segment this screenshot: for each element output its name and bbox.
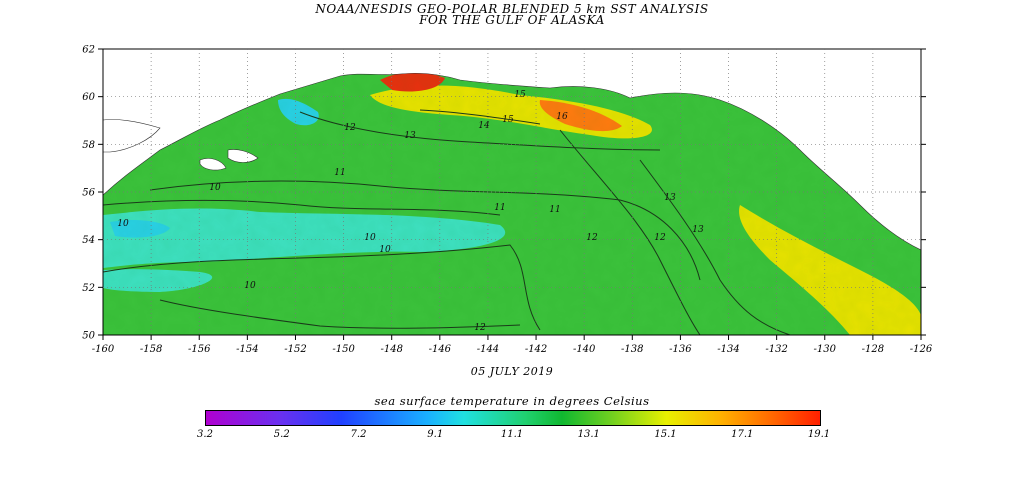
isotherm-contours — [103, 109, 791, 335]
lon-tick-label: -142 — [525, 344, 547, 355]
lon-tick-label: -138 — [621, 344, 643, 355]
map-subtitle: FOR THE GULF OF ALASKA — [419, 13, 605, 27]
lon-tick-label: -130 — [814, 344, 837, 355]
lon-tick-label: -132 — [765, 344, 787, 355]
contour-label: 10 — [364, 233, 376, 243]
colorbar-tick-label: 5.2 — [273, 429, 290, 440]
contour-label: 10 — [117, 219, 129, 229]
lat-tick-labels: 62 60 58 56 54 52 50 — [82, 45, 95, 342]
lon-tick-label: -144 — [477, 344, 499, 355]
contour-label: 10 — [209, 183, 221, 193]
contour-label: 12 — [654, 233, 666, 243]
lon-tick-label: -134 — [717, 344, 739, 355]
contour-label: 13 — [664, 193, 676, 203]
lat-tick-label: 56 — [82, 188, 95, 199]
contour-label: 13 — [692, 225, 704, 235]
contour-label: 10 — [244, 281, 256, 291]
colorbar-tick-label: 15.1 — [654, 429, 677, 440]
map-title: NOAA/NESDIS GEO-POLAR BLENDED 5 km SST A… — [315, 2, 709, 16]
lat-tick-label: 60 — [82, 92, 95, 103]
lon-tick-label: -152 — [284, 344, 306, 355]
colorbar-tick-label: 13.1 — [577, 429, 600, 440]
contour-label: 11 — [334, 168, 345, 178]
lon-tick-label: -156 — [188, 344, 211, 355]
contour-label: 12 — [586, 233, 598, 243]
lat-tick-label: 50 — [82, 331, 95, 342]
contour-label: 12 — [474, 323, 486, 333]
lon-tick-label: -140 — [573, 344, 596, 355]
colorbar-title: sea surface temperature in degrees Celsi… — [374, 394, 650, 408]
colorbar-tick-label: 19.1 — [807, 429, 831, 440]
contour-label: 15 — [502, 115, 514, 125]
contour-label: 11 — [549, 205, 560, 215]
lat-tick-label: 54 — [82, 235, 95, 246]
lat-tick-label: 58 — [82, 140, 95, 151]
lon-tick-marks — [102, 335, 922, 340]
contour-label: 16 — [556, 112, 568, 122]
lon-tick-label: -128 — [862, 344, 884, 355]
lat-tick-label: 62 — [82, 45, 95, 56]
colorbar-tick-label: 3.2 — [197, 429, 213, 440]
lon-tick-label: -154 — [236, 344, 258, 355]
contour-label: 12 — [344, 123, 356, 133]
land-mass — [103, 49, 921, 251]
lon-tick-labels: -160 -158 -156 -154 -152 -150 -148 -146 -144 -142… — [92, 344, 933, 355]
colorbar — [205, 410, 821, 426]
contour-label: 15 — [514, 90, 526, 100]
lon-tick-label: -148 — [380, 344, 402, 355]
contour-label: 14 — [478, 121, 490, 131]
lon-tick-label: -126 — [910, 344, 933, 355]
lon-tick-label: -136 — [669, 344, 692, 355]
lon-tick-label: -158 — [140, 344, 162, 355]
colorbar-tick-label: 17.1 — [731, 429, 754, 440]
colorbar-tick-label: 7.2 — [350, 429, 367, 440]
lon-tick-label: -150 — [332, 344, 355, 355]
contour-label: 10 — [379, 245, 391, 255]
graticule — [103, 49, 921, 335]
lat-tick-marks — [98, 48, 926, 336]
lat-tick-label: 52 — [82, 283, 95, 294]
contour-label: 11 — [494, 203, 505, 213]
colorbar-tick-label: 9.1 — [427, 429, 444, 440]
lon-tick-label: -146 — [429, 344, 452, 355]
lon-tick-label: -160 — [92, 344, 115, 355]
analysis-date: 05 JULY 2019 — [470, 365, 554, 378]
colorbar-tick-label: 11.1 — [500, 429, 524, 440]
contour-label: 13 — [404, 131, 416, 141]
